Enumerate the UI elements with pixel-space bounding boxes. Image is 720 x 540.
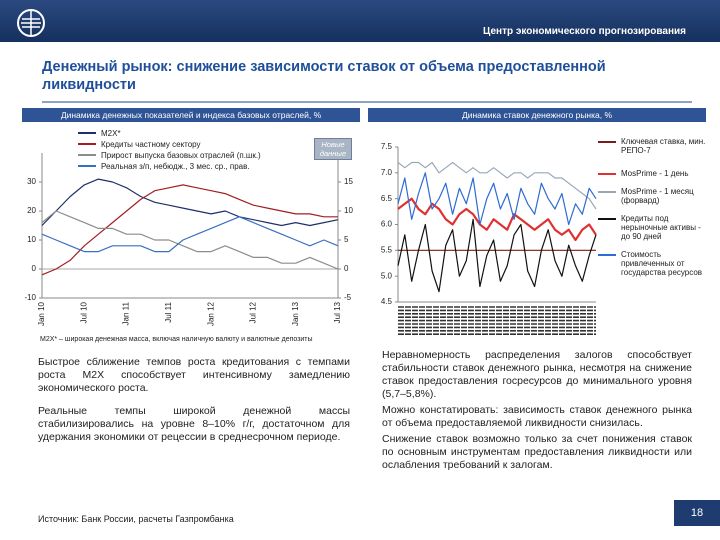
slide-title: Денежный рынок: снижение зависимости ста… (42, 59, 606, 93)
legend-swatch (78, 143, 96, 145)
legend-item: MosPrime - 1 день (598, 169, 708, 178)
legend-item: MosPrime - 1 месяц (форвард) (598, 187, 708, 205)
x-tick-label: Jan 13 (291, 301, 300, 326)
legend-item: Кредиты частному сектору (78, 139, 318, 150)
y-tick-label: 0 (32, 264, 37, 273)
legend-item: Стоимость привлеченных от государства ре… (598, 250, 708, 277)
y-tick-label: 7.0 (381, 168, 393, 177)
legend-swatch (78, 165, 96, 167)
legend-swatch (598, 141, 616, 143)
paragraph: Можно констатировать: зависимость ставок… (382, 404, 692, 429)
legend-swatch (598, 254, 616, 256)
legend-label: Кредиты частному сектору (101, 140, 201, 149)
y2-tick-label: 15 (344, 177, 353, 186)
legend-swatch (78, 132, 96, 134)
series-line (41, 210, 339, 270)
legend-swatch (598, 173, 616, 175)
y-tick-label: 30 (27, 177, 36, 186)
legend-label: M2X* (101, 129, 121, 138)
y2-tick-label: 5 (344, 235, 349, 244)
left-text: Быстрое сближение темпов роста кредитова… (38, 356, 350, 454)
page-number: 18 (674, 500, 720, 526)
logo (17, 9, 45, 37)
y2-tick-label: -5 (344, 293, 352, 302)
legend-item: M2X* (78, 128, 318, 139)
paragraph: Реальные темпы широкой денежной массы ст… (38, 405, 350, 443)
legend-label: Стоимость привлеченных от государства ре… (621, 250, 703, 277)
y-tick-label: 6.5 (381, 194, 393, 203)
series-line (397, 161, 597, 210)
legend-item: Ключевая ставка, мин. РЕПО-7 (598, 137, 708, 155)
footnote: M2X* – широкая денежная масса, включая н… (40, 336, 313, 343)
x-tick-label: Jul 10 (79, 301, 88, 323)
x-tick-label: Jan 12 (206, 301, 215, 326)
charts: -10 0 10 20 30 -5 0 5 10 15 Jan 10 Jul 10 Jan 11 Jul … (24, 142, 597, 336)
legend: M2X* Кредиты частному сектору Прирост выпу… (78, 128, 318, 172)
x-tick-label: Jan 10 (37, 301, 46, 326)
header-bar (0, 0, 720, 42)
paragraph: Быстрое сближение темпов роста кредитова… (38, 356, 350, 394)
y-tick-label: 10 (27, 235, 36, 244)
title-rule (42, 101, 692, 103)
series-line (397, 197, 597, 242)
series-line (397, 218, 597, 293)
series-line (41, 178, 339, 227)
series-line (397, 172, 597, 226)
legend-label: Прирост выпуска базовых отраслей (п.шк.) (101, 151, 261, 160)
legend-label: MosPrime - 1 день (621, 169, 689, 178)
x-tick-label: Jul 12 (249, 301, 258, 323)
legend-label: MosPrime - 1 месяц (форвард) (621, 187, 694, 205)
y-tick-label: 6.0 (381, 220, 393, 229)
legend-item: Прирост выпуска базовых отраслей (п.шк.) (78, 150, 318, 161)
legend-swatch (598, 218, 616, 220)
x-tick-label: Jul 11 (164, 301, 173, 322)
annotation: Новые данные (314, 138, 352, 160)
right-text: Неравномерность распределения залогов сп… (382, 349, 692, 475)
y2-tick-label: 0 (344, 264, 349, 273)
y-tick-label: 7.5 (381, 142, 393, 151)
panel-heading: Динамика денежных показателей и индекса … (22, 108, 360, 122)
paragraph: Снижение ставок возможно только за счет … (382, 433, 692, 471)
legend-swatch (78, 154, 96, 156)
paragraph: Неравномерность распределения залогов сп… (382, 349, 692, 400)
y-tick-label: 4.5 (381, 297, 393, 306)
source: Источник: Банк России, расчеты Газпромба… (38, 514, 234, 524)
series-line (41, 216, 339, 253)
legend-label: Ключевая ставка, мин. РЕПО-7 (621, 137, 706, 155)
y-tick-label: -10 (24, 293, 36, 302)
legend-item: Реальная з/п, небюдж., 3 мес. ср., прав. (78, 161, 318, 172)
y2-tick-label: 10 (344, 206, 353, 215)
legend-label: Кредиты под нерыночные активы - до 90 дн… (621, 214, 701, 241)
legend-swatch (598, 191, 616, 193)
org-name: Центр экономического прогнозирования (483, 26, 686, 37)
y-tick-label: 20 (27, 206, 36, 215)
x-tick-label: Jul 13 (333, 301, 342, 323)
series-line (41, 184, 338, 276)
x-tick-label: Jan 11 (122, 301, 131, 325)
legend-label: Реальная з/п, небюдж., 3 мес. ср., прав. (101, 162, 250, 171)
panel-heading: Динамика ставок денежного рынка, % (368, 108, 706, 122)
y-tick-label: 5.5 (381, 245, 393, 254)
legend: Ключевая ставка, мин. РЕПО-7 MosPrime - 1… (598, 137, 708, 286)
y-tick-label: 5.0 (381, 271, 393, 280)
legend-item: Кредиты под нерыночные активы - до 90 дн… (598, 214, 708, 241)
